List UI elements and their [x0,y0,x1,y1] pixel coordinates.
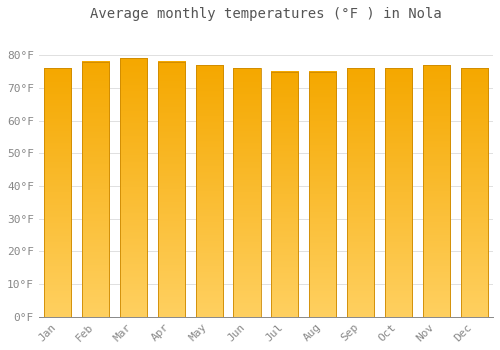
Bar [309,71,336,317]
Bar [234,68,260,317]
Bar [44,68,72,317]
Bar [82,62,109,317]
Bar [196,65,223,317]
Bar [460,68,488,317]
Bar [422,65,450,317]
Bar [158,62,185,317]
Title: Average monthly temperatures (°F ) in Nola: Average monthly temperatures (°F ) in No… [90,7,442,21]
Bar [120,58,147,317]
Bar [271,71,298,317]
Bar [385,68,412,317]
Bar [347,68,374,317]
